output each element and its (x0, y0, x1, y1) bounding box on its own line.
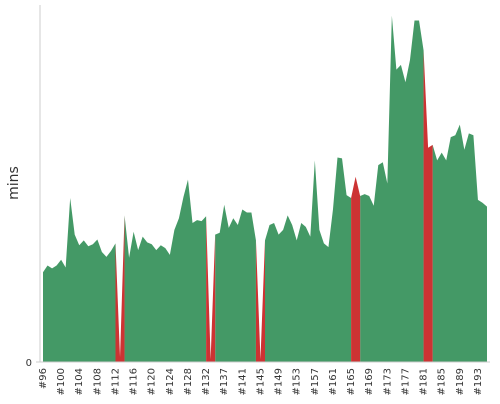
area (43, 197, 116, 362)
area (360, 15, 424, 362)
area (432, 124, 487, 362)
x-tick-label: #189 (455, 368, 466, 395)
x-tick-label: #141 (237, 368, 248, 395)
x-tick-label: #165 (346, 368, 357, 395)
x-tick-label: #128 (183, 368, 194, 395)
area (265, 157, 352, 362)
x-tick-label: #100 (56, 368, 67, 395)
failed-area (351, 176, 361, 362)
area (215, 204, 256, 362)
x-tick-label: #177 (400, 368, 411, 395)
area (124, 179, 207, 362)
failed-area (115, 215, 125, 362)
x-tick-label: #173 (382, 368, 393, 395)
x-tick-label: #145 (255, 368, 266, 395)
x-tick-label: #124 (165, 368, 176, 395)
x-tick-label: #137 (219, 368, 230, 395)
x-tick-label: #181 (419, 368, 430, 395)
failed-area (255, 240, 265, 362)
x-tick-label: #108 (92, 368, 103, 395)
x-tick-label: #157 (310, 368, 321, 395)
x-tick-label: #112 (110, 368, 121, 395)
x-tick-label: #120 (147, 368, 158, 395)
failed-area (423, 50, 433, 363)
x-tick-label: #161 (328, 368, 339, 395)
failed-area (206, 216, 216, 362)
y-axis-label: mins (6, 166, 22, 200)
x-tick-label: #132 (201, 368, 212, 395)
x-tick-label: #149 (274, 368, 285, 395)
x-tick-label: #153 (292, 368, 303, 395)
x-tick-label: #169 (364, 368, 375, 395)
x-tick-label: #104 (74, 368, 85, 395)
y-tick-label: 0 (26, 358, 32, 369)
x-tick-label: #193 (473, 368, 484, 395)
x-tick-label: #96 (38, 368, 49, 389)
x-tick-label: #185 (437, 368, 448, 395)
x-tick-label: #116 (129, 368, 140, 395)
